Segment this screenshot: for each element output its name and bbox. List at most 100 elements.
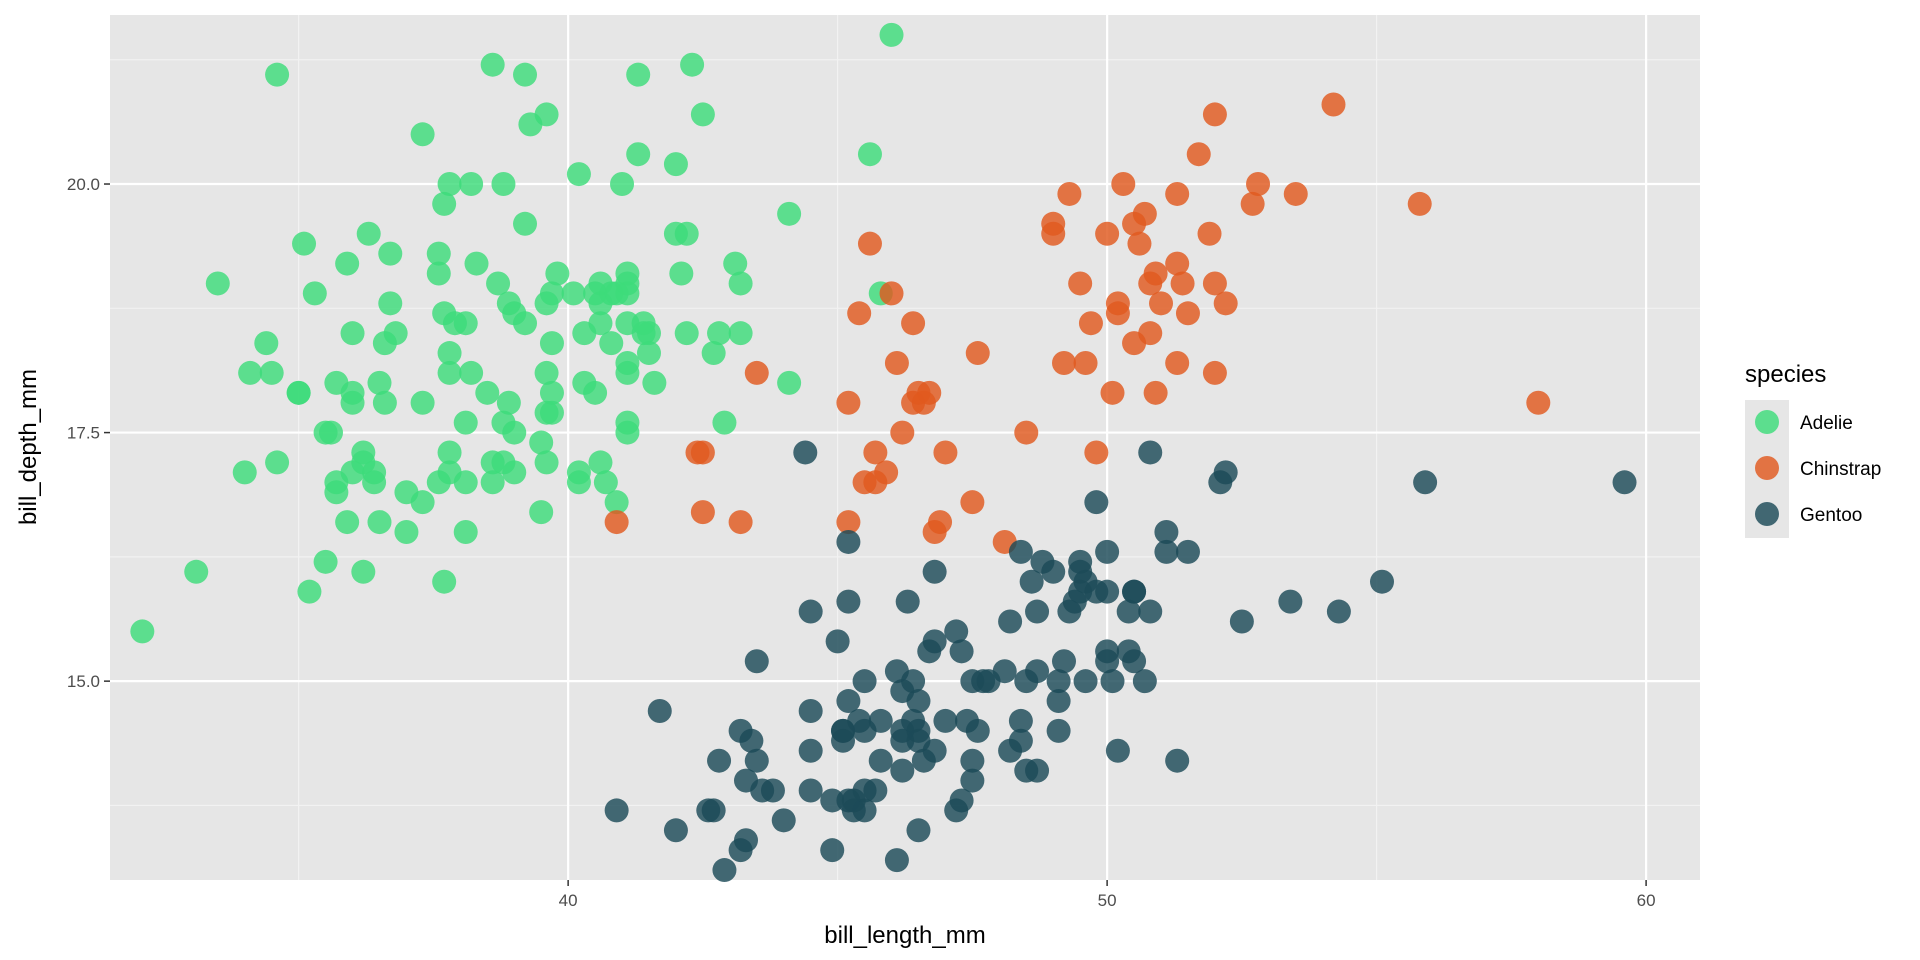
point-adelie	[437, 440, 462, 465]
point-chinstrap	[1127, 231, 1152, 256]
point-chinstrap	[1526, 390, 1551, 415]
point-adelie	[636, 341, 661, 366]
point-adelie	[437, 341, 462, 366]
point-adelie	[426, 261, 451, 286]
point-chinstrap	[690, 440, 715, 465]
point-chinstrap	[890, 420, 915, 445]
point-chinstrap	[1283, 181, 1308, 206]
point-chinstrap	[1213, 291, 1238, 316]
point-gentoo	[1008, 728, 1033, 753]
point-adelie	[410, 390, 435, 415]
point-adelie	[464, 251, 489, 276]
point-adelie	[437, 360, 462, 385]
point-gentoo	[1213, 460, 1238, 485]
point-gentoo	[701, 798, 726, 823]
point-chinstrap	[1014, 420, 1039, 445]
point-adelie	[378, 241, 403, 266]
point-chinstrap	[1197, 221, 1222, 246]
point-gentoo	[884, 848, 909, 873]
point-adelie	[340, 321, 365, 346]
point-gentoo	[1095, 639, 1120, 664]
point-adelie	[642, 370, 667, 395]
point-adelie	[545, 261, 570, 286]
point-adelie	[777, 370, 802, 395]
point-gentoo	[707, 748, 732, 773]
point-adelie	[879, 22, 904, 47]
point-gentoo	[1154, 520, 1179, 545]
point-adelie	[491, 172, 516, 197]
point-adelie	[588, 450, 613, 475]
point-chinstrap	[1175, 301, 1200, 326]
point-adelie	[410, 122, 435, 147]
point-gentoo	[836, 689, 861, 714]
point-adelie	[529, 500, 554, 525]
point-gentoo	[604, 798, 629, 823]
point-gentoo	[906, 689, 931, 714]
point-adelie	[674, 221, 699, 246]
legend: species Adelie Chinstrap Gentoo	[1745, 361, 1881, 538]
point-gentoo	[1122, 579, 1147, 604]
point-adelie	[410, 490, 435, 515]
point-gentoo	[1154, 539, 1179, 564]
point-adelie	[394, 520, 419, 545]
point-chinstrap	[884, 350, 909, 375]
point-adelie	[669, 261, 694, 286]
point-chinstrap	[1073, 350, 1098, 375]
point-gentoo	[1019, 569, 1044, 594]
point-adelie	[335, 251, 360, 276]
point-chinstrap	[901, 311, 926, 336]
point-gentoo	[1068, 549, 1093, 574]
point-adelie	[502, 420, 527, 445]
y-tick-label: 20.0	[67, 175, 100, 194]
point-chinstrap	[933, 440, 958, 465]
point-chinstrap	[1170, 271, 1195, 296]
point-gentoo	[944, 619, 969, 644]
point-chinstrap	[1202, 102, 1227, 127]
point-chinstrap	[1240, 191, 1265, 216]
point-chinstrap	[1105, 291, 1130, 316]
point-chinstrap	[744, 360, 769, 385]
point-gentoo	[965, 718, 990, 743]
point-chinstrap	[1149, 291, 1174, 316]
point-gentoo	[949, 788, 974, 813]
point-adelie	[254, 331, 279, 356]
point-gentoo	[922, 629, 947, 654]
point-adelie	[372, 390, 397, 415]
point-gentoo	[922, 559, 947, 584]
point-adelie	[539, 331, 564, 356]
point-adelie	[426, 241, 451, 266]
point-chinstrap	[1143, 380, 1168, 405]
point-adelie	[437, 172, 462, 197]
point-gentoo	[1175, 539, 1200, 564]
point-chinstrap	[965, 341, 990, 366]
point-adelie	[604, 490, 629, 515]
point-gentoo	[771, 808, 796, 833]
point-gentoo	[1008, 708, 1033, 733]
point-adelie	[534, 450, 559, 475]
point-adelie	[583, 380, 608, 405]
point-chinstrap	[863, 440, 888, 465]
point-gentoo	[836, 529, 861, 554]
point-chinstrap	[960, 490, 985, 515]
point-adelie	[313, 549, 338, 574]
point-gentoo	[1046, 689, 1071, 714]
point-gentoo	[1073, 669, 1098, 694]
point-chinstrap	[1138, 321, 1163, 346]
point-gentoo	[895, 589, 920, 614]
point-gentoo	[798, 778, 823, 803]
point-chinstrap	[1068, 271, 1093, 296]
point-chinstrap	[836, 390, 861, 415]
point-adelie	[184, 559, 209, 584]
point-adelie	[599, 331, 624, 356]
point-gentoo	[1025, 758, 1050, 783]
point-chinstrap	[1186, 142, 1211, 167]
point-chinstrap	[1057, 181, 1082, 206]
point-gentoo	[1046, 718, 1071, 743]
point-gentoo	[760, 778, 785, 803]
point-adelie	[292, 231, 317, 256]
point-gentoo	[1046, 669, 1071, 694]
point-chinstrap	[1165, 350, 1190, 375]
point-gentoo	[836, 589, 861, 614]
point-adelie	[615, 410, 640, 435]
y-tick-label: 15.0	[67, 672, 100, 691]
